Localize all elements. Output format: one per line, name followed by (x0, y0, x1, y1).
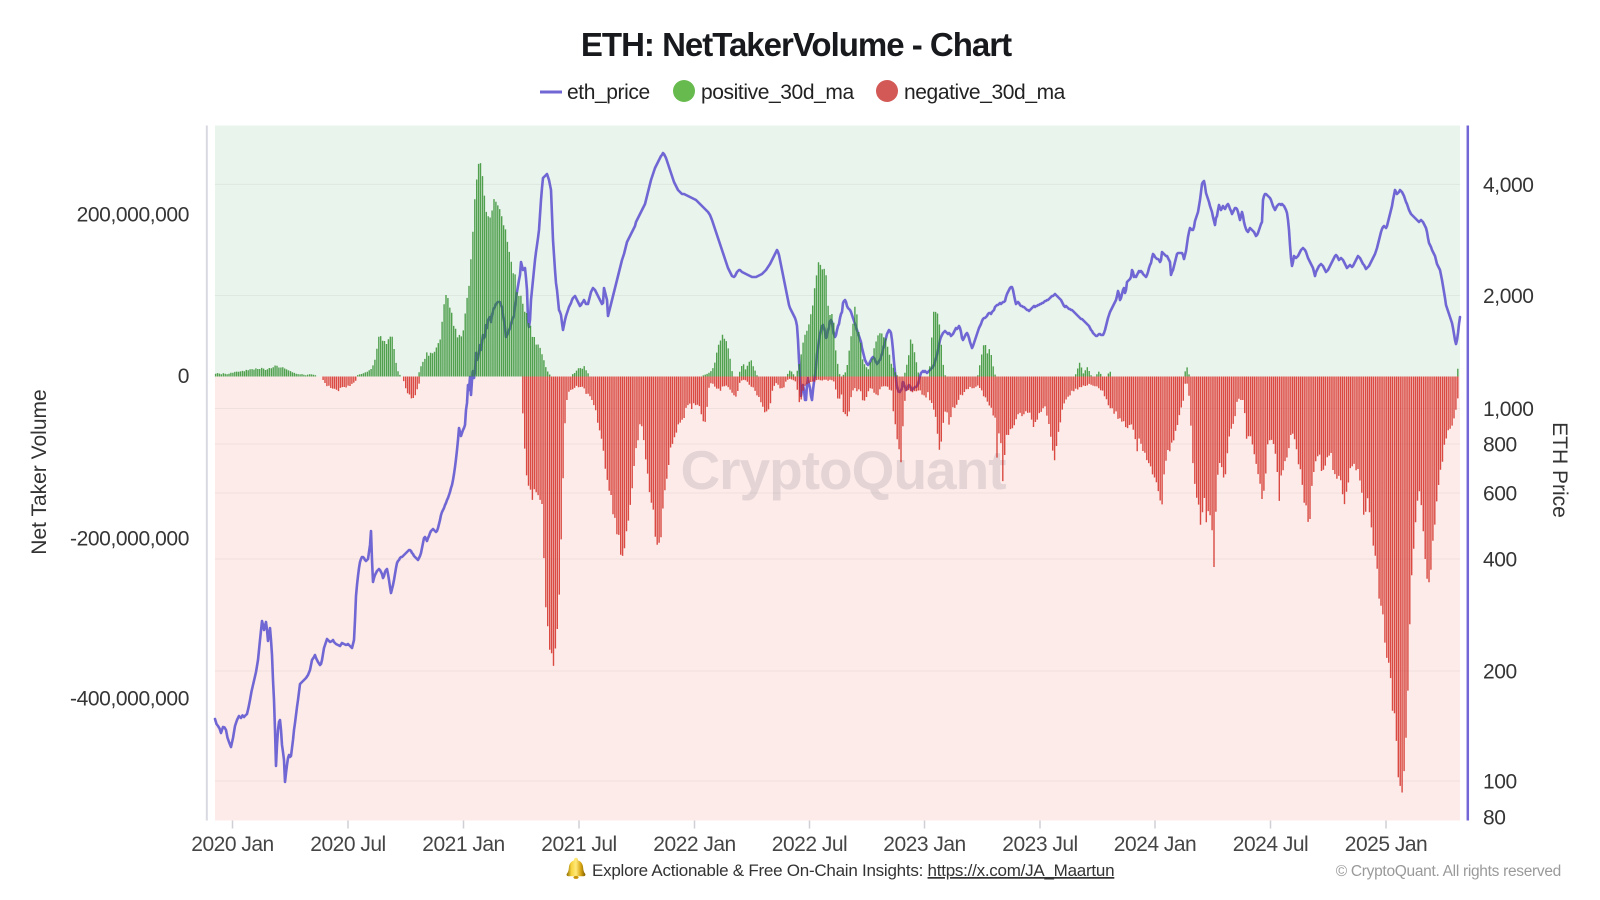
svg-text:2020 Jan: 2020 Jan (191, 833, 273, 856)
svg-text:ETH Price: ETH Price (1548, 422, 1571, 518)
svg-text:eth_price: eth_price (567, 81, 650, 104)
svg-text:positive_30d_ma: positive_30d_ma (701, 81, 854, 104)
svg-text:2025 Jan: 2025 Jan (1345, 833, 1427, 856)
svg-text:Explore Actionable & Free On-C: Explore Actionable & Free On-Chain Insig… (592, 861, 1114, 880)
svg-text:2022 Jan: 2022 Jan (653, 833, 735, 856)
svg-text:2022 Jul: 2022 Jul (772, 833, 847, 856)
svg-text:200: 200 (1483, 661, 1517, 684)
svg-text:2021 Jul: 2021 Jul (541, 833, 616, 856)
svg-text:negative_30d_ma: negative_30d_ma (904, 81, 1066, 104)
svg-text:0: 0 (178, 365, 189, 388)
svg-text:4,000: 4,000 (1483, 174, 1534, 197)
svg-text:ETH: NetTakerVolume - Chart: ETH: NetTakerVolume - Chart (581, 26, 1012, 63)
svg-text:200,000,000: 200,000,000 (77, 204, 189, 227)
svg-text:-200,000,000: -200,000,000 (70, 527, 189, 550)
svg-text:Net Taker Volume: Net Taker Volume (28, 389, 51, 554)
svg-text:CryptoQuant: CryptoQuant (680, 439, 1006, 501)
svg-text:100: 100 (1483, 771, 1517, 794)
svg-text:-400,000,000: -400,000,000 (70, 688, 189, 711)
svg-text:2023 Jan: 2023 Jan (883, 833, 965, 856)
svg-text:2,000: 2,000 (1483, 285, 1534, 308)
svg-text:80: 80 (1483, 807, 1506, 830)
svg-text:2024 Jul: 2024 Jul (1233, 833, 1308, 856)
svg-text:2020 Jul: 2020 Jul (310, 833, 385, 856)
svg-text:2023 Jul: 2023 Jul (1002, 833, 1077, 856)
svg-text:400: 400 (1483, 549, 1517, 572)
svg-text:2024 Jan: 2024 Jan (1114, 833, 1196, 856)
svg-text:1,000: 1,000 (1483, 398, 1534, 421)
svg-text:2021 Jan: 2021 Jan (422, 833, 504, 856)
svg-text:800: 800 (1483, 434, 1517, 457)
svg-text:© CryptoQuant. All rights rese: © CryptoQuant. All rights reserved (1336, 863, 1561, 880)
svg-text:600: 600 (1483, 483, 1517, 506)
